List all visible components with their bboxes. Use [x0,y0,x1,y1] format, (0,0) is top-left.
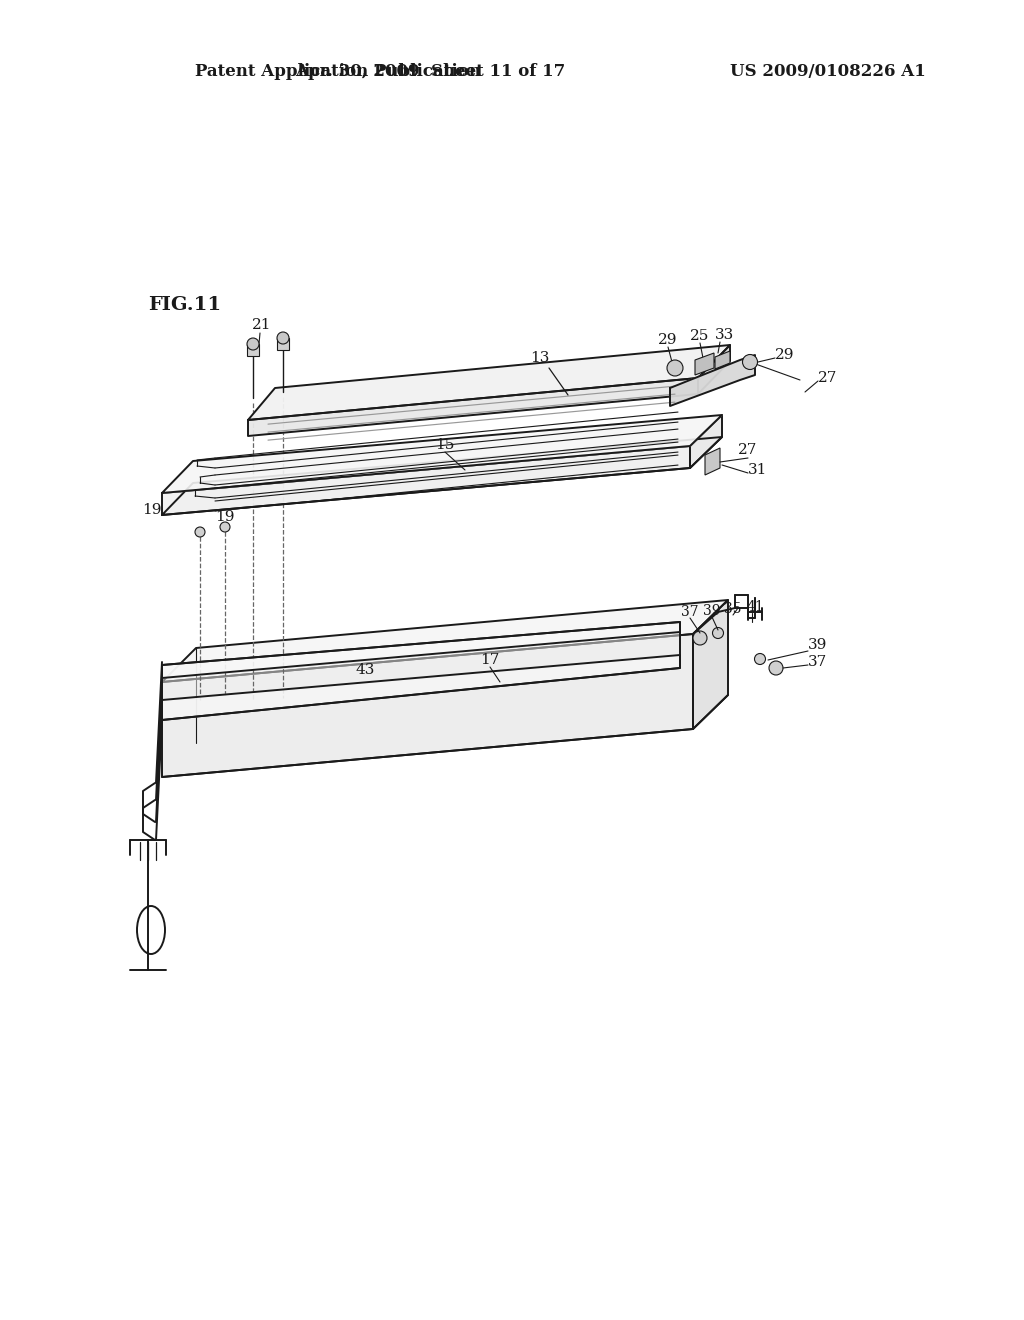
Text: 19: 19 [215,510,234,524]
Text: 35: 35 [724,602,741,616]
Text: 37: 37 [808,655,827,669]
Text: 15: 15 [435,438,455,451]
Text: 27: 27 [738,444,758,457]
Circle shape [742,355,758,370]
Text: 33: 33 [716,327,734,342]
Text: 13: 13 [530,351,550,366]
Polygon shape [162,655,680,719]
Polygon shape [248,345,730,420]
Text: Patent Application Publication: Patent Application Publication [195,63,481,81]
Circle shape [195,527,205,537]
Polygon shape [162,437,722,515]
Polygon shape [670,355,755,407]
Polygon shape [248,378,698,436]
Circle shape [247,338,259,350]
Circle shape [713,627,724,639]
Polygon shape [715,351,730,370]
Polygon shape [162,446,690,515]
Text: US 2009/0108226 A1: US 2009/0108226 A1 [730,63,926,81]
Polygon shape [162,601,728,682]
Polygon shape [693,601,728,729]
Text: 43: 43 [355,663,375,677]
Polygon shape [162,414,722,492]
Text: FIG.11: FIG.11 [148,296,221,314]
Text: 27: 27 [818,371,838,385]
Circle shape [278,333,289,345]
Text: 29: 29 [658,333,678,347]
Text: 41: 41 [746,601,764,614]
Circle shape [755,653,766,664]
Text: Apr. 30, 2009  Sheet 11 of 17: Apr. 30, 2009 Sheet 11 of 17 [295,63,565,81]
Circle shape [220,521,230,532]
Text: 17: 17 [480,653,500,667]
Text: 25: 25 [690,329,710,343]
Text: 39: 39 [703,605,721,618]
Circle shape [769,661,783,675]
Polygon shape [247,345,259,356]
Text: 31: 31 [748,463,767,477]
Polygon shape [162,622,680,678]
Text: 29: 29 [775,348,795,362]
Text: 39: 39 [808,638,827,652]
Circle shape [667,360,683,376]
Polygon shape [705,447,720,475]
Polygon shape [162,622,680,719]
Polygon shape [698,345,730,393]
Polygon shape [695,352,714,375]
Text: 21: 21 [252,318,271,333]
Circle shape [693,631,707,645]
Text: 19: 19 [142,503,162,517]
Polygon shape [278,338,289,350]
Text: 37: 37 [681,605,698,619]
Polygon shape [690,414,722,469]
Polygon shape [162,634,693,777]
